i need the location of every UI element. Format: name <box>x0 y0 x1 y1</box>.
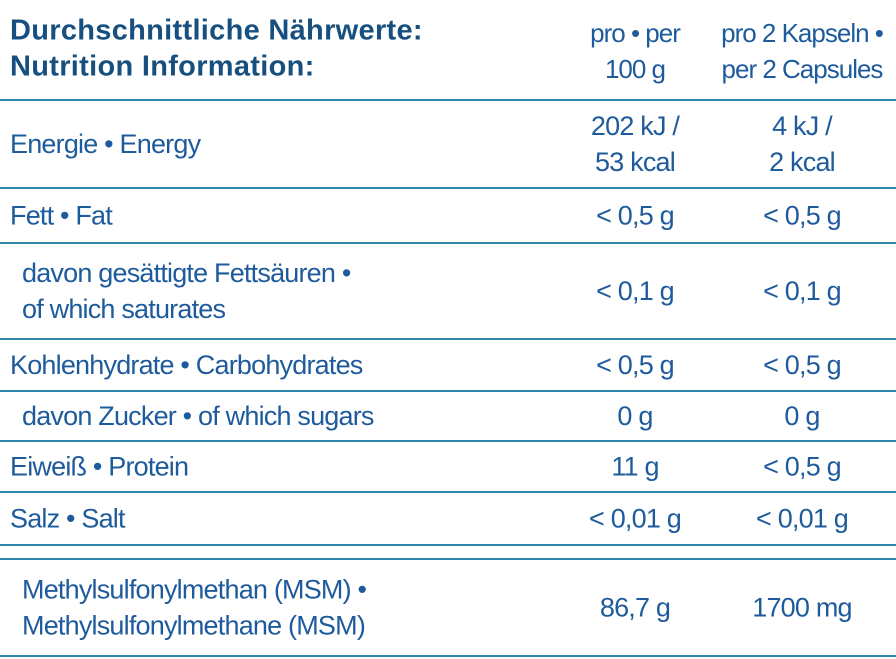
row-value: < 0,1 g <box>596 276 674 306</box>
column-header: per 2 Capsules <box>722 54 884 84</box>
row-label: Salz • Salt <box>10 504 126 534</box>
row-value: 202 kJ / <box>591 111 680 141</box>
row-value: 2 kcal <box>769 147 835 177</box>
row-label: Methylsulfonylmethane (MSM) <box>22 611 365 641</box>
row-value: 0 g <box>617 401 652 431</box>
header-title: Durchschnittliche Nährwerte: <box>10 15 423 47</box>
row-value: < 0,5 g <box>763 350 841 380</box>
row-value: 53 kcal <box>595 147 675 177</box>
row-label: davon Zucker • of which sugars <box>22 401 374 431</box>
row-value: 0 g <box>784 401 819 431</box>
header-title: Nutrition Information: <box>10 51 315 83</box>
row-value: < 0,5 g <box>763 201 841 231</box>
row-value: < 0,5 g <box>596 201 674 231</box>
row-label: Methylsulfonylmethan (MSM) • <box>22 575 367 605</box>
row-value: 4 kJ / <box>772 111 833 141</box>
row-label: Eiweiß • Protein <box>10 452 188 482</box>
row-value: < 0,1 g <box>763 276 841 306</box>
row-value: < 0,5 g <box>596 350 674 380</box>
column-header: 100 g <box>605 54 665 84</box>
column-header: pro • per <box>590 18 681 48</box>
row-value: 1700 mg <box>752 593 851 623</box>
column-header: pro 2 Kapseln • <box>721 18 884 48</box>
row-value: < 0,01 g <box>756 504 848 534</box>
row-value: < 0,01 g <box>589 504 681 534</box>
row-label: Fett • Fat <box>10 201 113 231</box>
row-value: < 0,5 g <box>763 452 841 482</box>
row-value: 11 g <box>611 452 658 482</box>
row-label: davon gesättigte Fettsäuren • <box>22 258 351 288</box>
row-value: 86,7 g <box>600 593 670 623</box>
row-label: of which saturates <box>22 294 226 324</box>
row-label: Kohlenhydrate • Carbohydrates <box>10 350 363 380</box>
row-label: Energie • Energy <box>10 129 202 159</box>
